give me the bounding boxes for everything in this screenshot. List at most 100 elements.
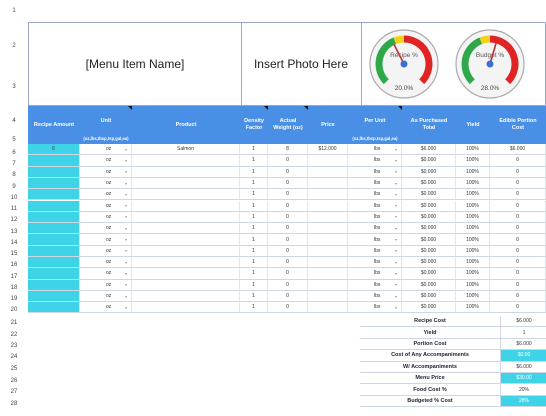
cell-unit[interactable]: oz ▾: [80, 144, 132, 155]
cell-price[interactable]: [308, 234, 348, 245]
cell-per-unit[interactable]: lbs ▾: [348, 234, 402, 245]
dropdown-arrow-icon[interactable]: ▾: [394, 304, 397, 310]
cell-unit[interactable]: oz ▾: [80, 268, 132, 279]
dropdown-arrow-icon[interactable]: ▾: [124, 180, 127, 186]
dropdown-arrow-icon[interactable]: ▾: [394, 270, 397, 276]
cell-product[interactable]: [132, 245, 240, 256]
cell-product[interactable]: [132, 257, 240, 268]
cell-price[interactable]: [308, 211, 348, 223]
cell-recipe-amount[interactable]: [28, 166, 80, 177]
cell-recipe-amount[interactable]: [28, 223, 80, 234]
dropdown-arrow-icon[interactable]: ▾: [124, 304, 127, 310]
cell-recipe-amount[interactable]: [28, 257, 80, 268]
dropdown-arrow-icon[interactable]: ▾: [394, 180, 397, 186]
cell-price[interactable]: [308, 268, 348, 279]
dropdown-arrow-icon[interactable]: ▾: [394, 293, 397, 299]
cell-recipe-amount[interactable]: [28, 155, 80, 166]
cell-per-unit[interactable]: lbs ▾: [348, 144, 402, 155]
cell-unit[interactable]: oz ▾: [80, 200, 132, 211]
cell-unit[interactable]: oz ▾: [80, 279, 132, 290]
photo-placeholder-cell[interactable]: Insert Photo Here: [241, 23, 362, 105]
cell-recipe-amount[interactable]: [28, 211, 80, 223]
cell-product[interactable]: [132, 290, 240, 302]
dropdown-arrow-icon[interactable]: ▾: [394, 157, 397, 163]
cell-product[interactable]: [132, 177, 240, 189]
cell-price[interactable]: [308, 245, 348, 256]
cell-price[interactable]: [308, 155, 348, 166]
cell-recipe-amount[interactable]: [28, 279, 80, 290]
dropdown-arrow-icon[interactable]: ▾: [124, 282, 127, 288]
cell-unit[interactable]: oz ▾: [80, 223, 132, 234]
dropdown-arrow-icon[interactable]: ▾: [124, 237, 127, 243]
dropdown-arrow-icon[interactable]: ▾: [124, 157, 127, 163]
cell-product[interactable]: [132, 211, 240, 223]
cell-price[interactable]: [308, 177, 348, 189]
cell-recipe-amount[interactable]: [28, 177, 80, 189]
menu-item-name-cell[interactable]: [Menu Item Name]: [29, 23, 242, 105]
cell-unit[interactable]: oz ▾: [80, 155, 132, 166]
dropdown-arrow-icon[interactable]: ▾: [394, 203, 397, 209]
cell-price[interactable]: [308, 257, 348, 268]
cell-recipe-amount[interactable]: 6: [28, 144, 80, 155]
dropdown-arrow-icon[interactable]: ▾: [394, 214, 397, 220]
dropdown-arrow-icon[interactable]: ▾: [124, 146, 127, 152]
cell-unit[interactable]: oz ▾: [80, 257, 132, 268]
cell-recipe-amount[interactable]: [28, 290, 80, 302]
cell-product[interactable]: [132, 268, 240, 279]
dropdown-arrow-icon[interactable]: ▾: [124, 203, 127, 209]
cell-recipe-amount[interactable]: [28, 245, 80, 256]
cell-recipe-amount[interactable]: [28, 189, 80, 200]
cell-price[interactable]: [308, 189, 348, 200]
cell-unit[interactable]: oz ▾: [80, 290, 132, 302]
dropdown-arrow-icon[interactable]: ▾: [124, 214, 127, 220]
cell-product[interactable]: [132, 189, 240, 200]
cell-product[interactable]: Salmon: [132, 144, 240, 155]
cell-price[interactable]: [308, 223, 348, 234]
cell-product[interactable]: [132, 234, 240, 245]
cell-per-unit[interactable]: lbs ▾: [348, 211, 402, 223]
cell-per-unit[interactable]: lbs ▾: [348, 177, 402, 189]
dropdown-arrow-icon[interactable]: ▾: [394, 237, 397, 243]
cell-per-unit[interactable]: lbs ▾: [348, 166, 402, 177]
cell-unit[interactable]: oz ▾: [80, 302, 132, 313]
cell-per-unit[interactable]: lbs ▾: [348, 257, 402, 268]
cell-product[interactable]: [132, 166, 240, 177]
cell-product[interactable]: [132, 279, 240, 290]
cell-product[interactable]: [132, 223, 240, 234]
cell-per-unit[interactable]: lbs ▾: [348, 279, 402, 290]
cell-price[interactable]: [308, 279, 348, 290]
dropdown-arrow-icon[interactable]: ▾: [394, 259, 397, 265]
cell-unit[interactable]: oz ▾: [80, 234, 132, 245]
cell-per-unit[interactable]: lbs ▾: [348, 245, 402, 256]
dropdown-arrow-icon[interactable]: ▾: [124, 270, 127, 276]
dropdown-arrow-icon[interactable]: ▾: [124, 293, 127, 299]
summary-value[interactable]: $30.00: [500, 373, 546, 384]
cell-price[interactable]: [308, 200, 348, 211]
cell-unit[interactable]: oz ▾: [80, 177, 132, 189]
dropdown-arrow-icon[interactable]: ▾: [124, 191, 127, 197]
cell-per-unit[interactable]: lbs ▾: [348, 189, 402, 200]
dropdown-arrow-icon[interactable]: ▾: [394, 169, 397, 175]
cell-unit[interactable]: oz ▾: [80, 245, 132, 256]
cell-price[interactable]: $12.000: [308, 144, 348, 155]
cell-per-unit[interactable]: lbs ▾: [348, 155, 402, 166]
cell-recipe-amount[interactable]: [28, 268, 80, 279]
dropdown-arrow-icon[interactable]: ▾: [394, 248, 397, 254]
cell-per-unit[interactable]: lbs ▾: [348, 200, 402, 211]
cell-unit[interactable]: oz ▾: [80, 211, 132, 223]
dropdown-arrow-icon[interactable]: ▾: [394, 282, 397, 288]
dropdown-arrow-icon[interactable]: ▾: [124, 169, 127, 175]
summary-value[interactable]: $0.00: [500, 350, 546, 361]
cell-recipe-amount[interactable]: [28, 234, 80, 245]
cell-per-unit[interactable]: lbs ▾: [348, 223, 402, 234]
cell-per-unit[interactable]: lbs ▾: [348, 290, 402, 302]
cell-unit[interactable]: oz ▾: [80, 166, 132, 177]
dropdown-arrow-icon[interactable]: ▾: [124, 225, 127, 231]
cell-per-unit[interactable]: lbs ▾: [348, 268, 402, 279]
dropdown-arrow-icon[interactable]: ▾: [124, 259, 127, 265]
cell-per-unit[interactable]: lbs ▾: [348, 302, 402, 313]
cell-recipe-amount[interactable]: [28, 200, 80, 211]
dropdown-arrow-icon[interactable]: ▾: [394, 225, 397, 231]
cell-price[interactable]: [308, 302, 348, 313]
cell-price[interactable]: [308, 166, 348, 177]
